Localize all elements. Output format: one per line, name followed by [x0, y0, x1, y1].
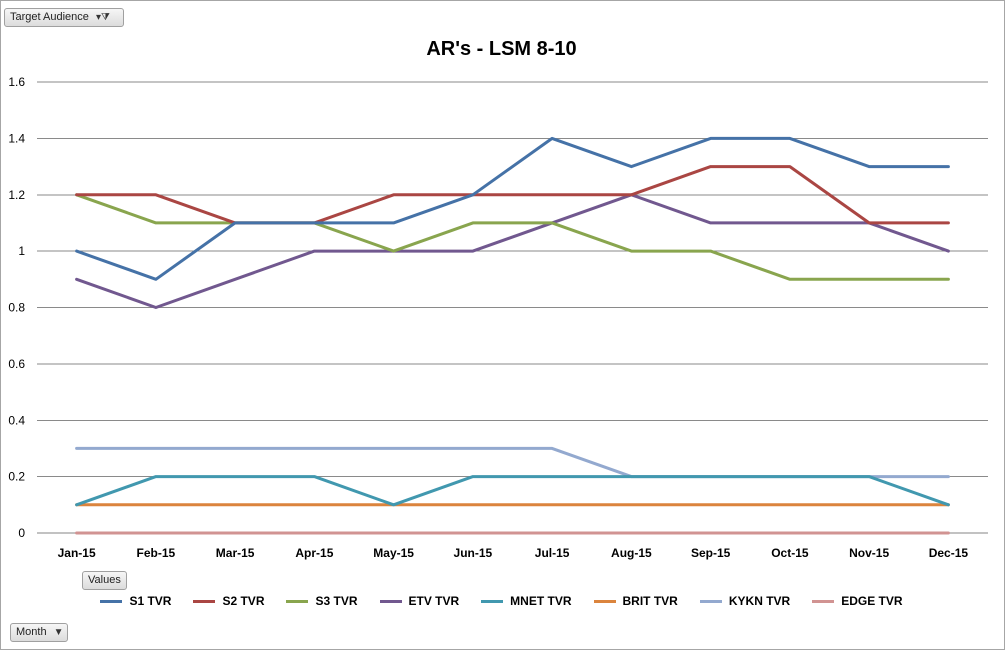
legend-swatch [812, 600, 835, 604]
dropdown-arrow-icon: ▼ [53, 627, 64, 638]
chart-title: AR's - LSM 8-10 [426, 38, 577, 60]
legend-swatch [379, 600, 402, 604]
y-tick-label: 0.2 [8, 470, 25, 484]
x-tick-label: Jan-15 [58, 546, 96, 560]
x-tick-label: Mar-15 [216, 546, 255, 560]
x-axis-ticks: Jan-15 Feb-15 Mar-15 Apr-15 May-15 Jun-15 Jul-… [58, 546, 969, 560]
legend-label: S1 TVR [129, 594, 172, 608]
series-line-s2-tvr [75, 165, 950, 225]
legend-swatch [193, 600, 216, 604]
x-tick-label: Nov-15 [849, 546, 889, 560]
legend-label: KYKN TVR [728, 594, 791, 608]
legend-entry: BRIT TVR [593, 594, 678, 608]
values-button-label: Values [88, 574, 121, 586]
legend-label: EDGE TVR [841, 594, 903, 608]
target-audience-filter-button[interactable]: Target Audience ▾⧩ [4, 8, 124, 27]
y-tick-label: 1.2 [8, 188, 25, 202]
y-tick-label: 0 [18, 526, 25, 540]
x-tick-label: Dec-15 [929, 546, 969, 560]
legend-label: MNET TVR [510, 594, 572, 608]
y-tick-label: 0.8 [8, 301, 25, 315]
month-button-label: Month [16, 626, 47, 638]
legend-entry: MNET TVR [481, 594, 572, 608]
filter-icon: ▾⧩ [95, 12, 110, 23]
series-line-kykn-tvr [75, 446, 950, 479]
series-line-s1-tvr [75, 136, 950, 281]
x-tick-label: Feb-15 [137, 546, 176, 560]
legend-entry: S2 TVR [193, 594, 264, 608]
legend-entry: KYKN TVR [699, 594, 791, 608]
legend-label: ETV TVR [408, 594, 460, 608]
y-axis-ticks: 0 0.2 0.4 0.6 0.8 1 1.2 1.4 1.6 [8, 75, 25, 540]
x-tick-label: Jun-15 [454, 546, 493, 560]
legend-entry: S1 TVR [100, 594, 171, 608]
legend-entry: S3 TVR [286, 594, 358, 608]
x-tick-label: Jul-15 [535, 546, 570, 560]
legend-swatch [481, 600, 504, 604]
legend-label: BRIT TVR [622, 594, 678, 608]
legend-swatch [699, 600, 722, 604]
x-tick-label: Apr-15 [295, 546, 333, 560]
x-tick-label: Oct-15 [771, 546, 809, 560]
x-tick-label: May-15 [373, 546, 414, 560]
y-tick-label: 0.6 [8, 357, 25, 371]
legend-label: S3 TVR [315, 594, 358, 608]
filter-button-label: Target Audience [10, 11, 89, 23]
series-line-s3-tvr [75, 193, 950, 281]
y-tick-label: 1.6 [8, 75, 25, 89]
legend-entry: ETV TVR [379, 594, 460, 608]
series-line-etv-tvr [75, 193, 950, 309]
x-tick-label: Aug-15 [611, 546, 652, 560]
chart-legend: S1 TVR S2 TVR S3 TVR ETV TVR MNET TVR BRIT TV… [0, 594, 1003, 608]
legend-entry: EDGE TVR [812, 594, 903, 608]
legend-swatch [286, 600, 309, 604]
series-line-mnet-tvr [75, 475, 950, 507]
gridlines [37, 81, 988, 534]
y-tick-label: 0.4 [8, 413, 25, 427]
series-lines [75, 136, 950, 535]
x-tick-label: Sep-15 [691, 546, 731, 560]
legend-label: S2 TVR [222, 594, 265, 608]
values-field-button[interactable]: Values [82, 571, 127, 590]
month-field-button[interactable]: Month ▼ [10, 623, 68, 642]
y-tick-label: 1 [18, 244, 25, 258]
y-tick-label: 1.4 [8, 131, 25, 145]
legend-swatch [100, 600, 123, 604]
legend-swatch [593, 600, 616, 604]
